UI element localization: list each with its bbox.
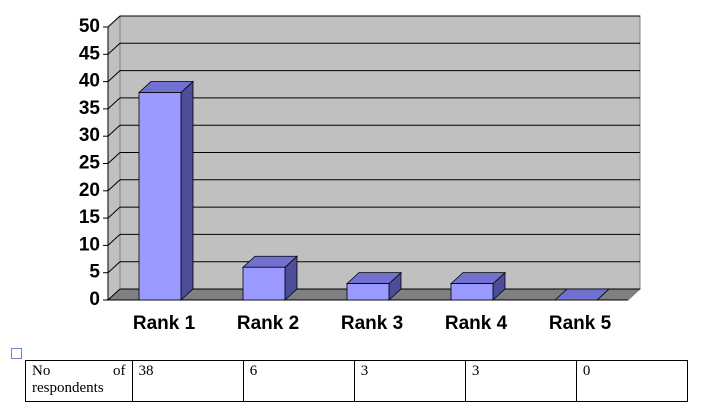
y-tick-label: 25 [79,153,101,174]
y-tick-label: 35 [79,98,101,119]
y-tick-label: 15 [79,207,101,228]
grid-line [107,206,121,219]
grid-line [107,15,121,28]
grid-line [107,234,121,246]
y-tick-label: 30 [79,125,100,146]
y-tick-label: 20 [79,180,100,201]
bar-side [180,80,194,301]
x-tick-label: Rank 5 [549,313,612,334]
table-cell: 3 [353,360,466,402]
grid-line [107,124,121,137]
y-tick-label: 10 [79,234,100,255]
bar [138,92,182,301]
x-tick-label: Rank 4 [445,313,508,334]
bar [346,283,390,301]
grid-line [107,261,121,274]
grid-line [107,179,121,192]
y-tick-label: 45 [79,43,101,64]
x-tick-label: Rank 2 [237,313,299,334]
grid-line [107,70,121,82]
x-tick-label: Rank 3 [341,313,403,334]
y-tick-label: 0 [89,289,100,310]
y-tick-label: 50 [79,16,100,37]
grid-line [107,97,121,110]
table-row: No of respondents 38 6 3 3 0 [25,360,689,402]
grid-line [107,42,121,55]
table-move-handle[interactable] [11,348,22,359]
grid-line [107,288,121,301]
bar-top [553,288,611,301]
row-label: No of respondents [25,360,133,402]
y-tick-label: 5 [89,262,100,283]
table-cell: 38 [131,360,244,402]
grid-line [107,152,121,164]
table-cell: 6 [242,360,355,402]
table-cell: 3 [464,360,577,402]
data-table: No of respondents 38 6 3 3 0 [25,360,689,402]
bar [450,283,494,301]
table-cell: 0 [575,360,689,402]
bar [242,266,286,301]
y-tick-label: 40 [79,71,100,92]
x-tick-label: Rank 1 [133,313,196,334]
